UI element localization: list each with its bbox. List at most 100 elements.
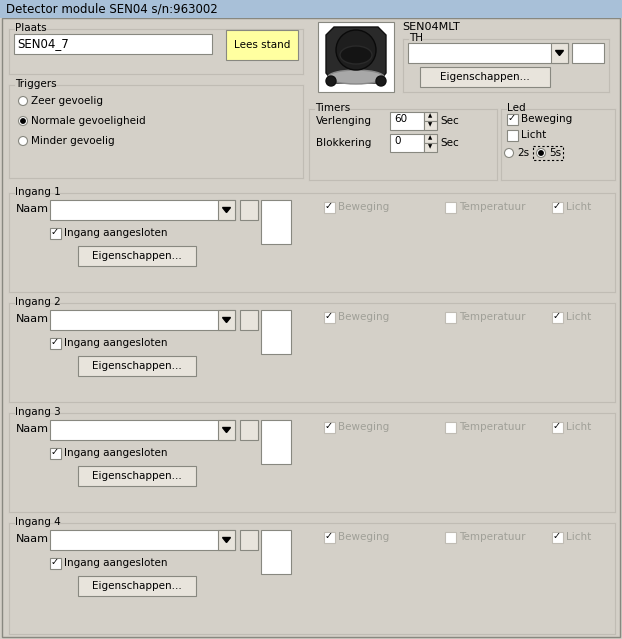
Bar: [218, 420, 235, 440]
Bar: [218, 530, 235, 550]
Bar: [424, 143, 437, 152]
Bar: [261, 200, 291, 244]
Ellipse shape: [340, 46, 372, 64]
Bar: [551, 43, 568, 63]
Bar: [507, 114, 518, 125]
Polygon shape: [223, 208, 231, 213]
Text: Temperatuur: Temperatuur: [459, 422, 526, 432]
Bar: [261, 310, 291, 354]
Text: Timers: Timers: [315, 103, 350, 113]
Polygon shape: [223, 537, 231, 543]
Text: Ingang aangesloten: Ingang aangesloten: [64, 448, 167, 458]
Bar: [318, 22, 394, 92]
Text: ✓: ✓: [325, 532, 333, 541]
Text: ✓: ✓: [552, 532, 560, 541]
Text: Beweging: Beweging: [338, 312, 389, 322]
Polygon shape: [555, 50, 564, 56]
Text: Ingang aangesloten: Ingang aangesloten: [64, 228, 167, 238]
Text: ✓: ✓: [50, 447, 58, 458]
Text: Ingang 3: Ingang 3: [15, 407, 61, 417]
Text: Temperatuur: Temperatuur: [459, 202, 526, 212]
Text: ✓: ✓: [325, 422, 333, 431]
Bar: [218, 310, 235, 330]
Text: ✓: ✓: [325, 201, 333, 212]
Circle shape: [336, 30, 376, 70]
Bar: [240, 200, 258, 220]
Text: ▲: ▲: [429, 113, 433, 118]
Bar: [324, 202, 335, 213]
Bar: [324, 422, 335, 433]
Bar: [424, 121, 437, 130]
Text: Naam: Naam: [16, 534, 49, 544]
Text: Temperatuur: Temperatuur: [459, 312, 526, 322]
Bar: [50, 558, 61, 569]
Text: 0: 0: [394, 136, 401, 146]
Bar: [50, 200, 235, 220]
Polygon shape: [223, 318, 231, 323]
Text: ✓: ✓: [508, 114, 516, 123]
Circle shape: [504, 148, 514, 157]
Ellipse shape: [328, 70, 384, 84]
Circle shape: [326, 76, 336, 86]
Bar: [50, 448, 61, 459]
Text: Licht: Licht: [566, 532, 592, 542]
Text: Beweging: Beweging: [338, 532, 389, 542]
Text: Ingang aangesloten: Ingang aangesloten: [64, 338, 167, 348]
Bar: [261, 530, 291, 574]
Circle shape: [21, 119, 26, 123]
Text: Ingang 2: Ingang 2: [15, 297, 61, 307]
Text: Detector module SEN04 s/n:963002: Detector module SEN04 s/n:963002: [6, 2, 218, 15]
Text: Verlenging: Verlenging: [316, 116, 372, 126]
Text: SEN04MLT: SEN04MLT: [402, 22, 460, 32]
Bar: [240, 530, 258, 550]
Bar: [552, 532, 563, 543]
Bar: [14, 34, 212, 54]
Text: Plaats: Plaats: [15, 23, 47, 33]
Bar: [552, 202, 563, 213]
Bar: [50, 310, 235, 330]
Bar: [324, 312, 335, 323]
Text: Sec: Sec: [440, 116, 459, 126]
Text: Zeer gevoelig: Zeer gevoelig: [31, 96, 103, 106]
Bar: [50, 530, 235, 550]
Bar: [50, 338, 61, 349]
Text: Licht: Licht: [566, 202, 592, 212]
Bar: [390, 134, 424, 152]
Text: Triggers: Triggers: [15, 79, 57, 89]
Text: Beweging: Beweging: [338, 202, 389, 212]
Text: Eigenschappen...: Eigenschappen...: [440, 72, 530, 82]
Text: TH: TH: [409, 33, 423, 43]
Circle shape: [539, 151, 543, 155]
Bar: [507, 130, 518, 141]
Bar: [240, 310, 258, 330]
Bar: [445, 312, 456, 323]
Text: Naam: Naam: [16, 424, 49, 434]
Text: Temperatuur: Temperatuur: [459, 532, 526, 542]
Bar: [78, 576, 196, 596]
Circle shape: [19, 137, 27, 146]
Text: Naam: Naam: [16, 204, 49, 214]
Text: ✓: ✓: [50, 557, 58, 567]
Text: ▼: ▼: [429, 122, 433, 127]
Circle shape: [376, 76, 386, 86]
Text: ✓: ✓: [325, 311, 333, 321]
Text: Licht: Licht: [566, 312, 592, 322]
Polygon shape: [326, 27, 386, 83]
Bar: [445, 422, 456, 433]
Text: Lees stand: Lees stand: [234, 40, 290, 50]
Text: SEN04_7: SEN04_7: [17, 37, 69, 50]
Text: Eigenschappen...: Eigenschappen...: [92, 251, 182, 261]
Bar: [78, 466, 196, 486]
Text: Ingang aangesloten: Ingang aangesloten: [64, 558, 167, 568]
Bar: [552, 422, 563, 433]
Text: Beweging: Beweging: [338, 422, 389, 432]
Polygon shape: [223, 427, 231, 433]
Bar: [78, 246, 196, 266]
Text: Licht: Licht: [566, 422, 592, 432]
Bar: [218, 200, 235, 220]
Bar: [324, 532, 335, 543]
Bar: [408, 43, 568, 63]
Bar: [552, 312, 563, 323]
Bar: [445, 532, 456, 543]
Text: Beweging: Beweging: [521, 114, 572, 124]
